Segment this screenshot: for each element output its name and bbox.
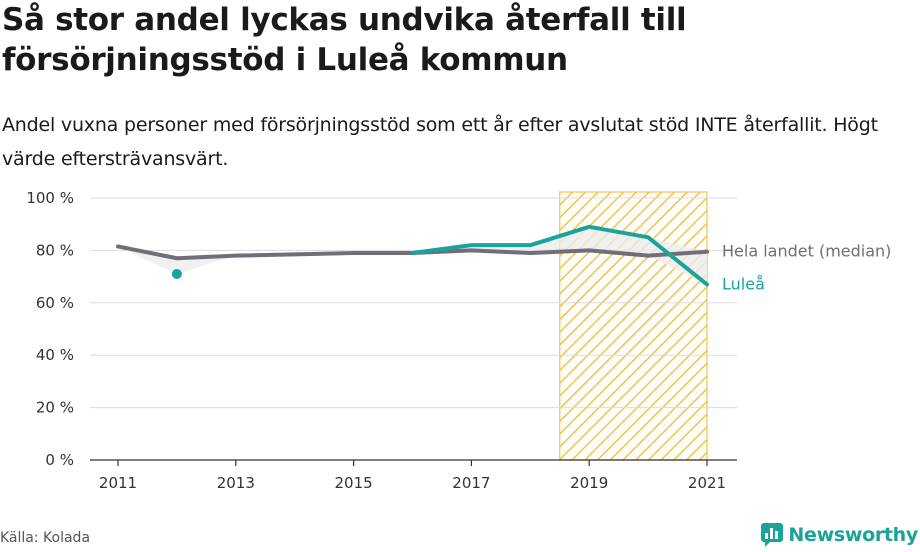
brand-name: Newsworthy [788, 524, 918, 546]
series-gap-band [118, 226, 707, 285]
lulea-series-point [171, 268, 182, 279]
source-note: Källa: Kolada [0, 530, 91, 546]
chart-subtitle: Andel vuxna personer med försörjningsstö… [2, 114, 878, 170]
y-tick-label: 20 % [36, 399, 74, 417]
y-tick-label: 80 % [36, 241, 74, 259]
newsworthy-logo-icon [761, 523, 784, 547]
x-tick-label: 2017 [452, 474, 490, 492]
chart-title: Så stor andel lyckas undvika återfall ti… [2, 2, 687, 78]
x-tick-label: 2015 [335, 474, 373, 492]
x-tick-label: 2021 [688, 474, 726, 492]
x-tick-label: 2011 [99, 474, 137, 492]
y-tick-label: 100 % [26, 189, 74, 207]
y-tick-label: 60 % [36, 294, 74, 312]
brand-logo[interactable]: Newsworthy [760, 520, 918, 550]
x-tick-label: 2019 [570, 474, 608, 492]
x-tick-label: 2013 [217, 474, 255, 492]
lulea-series-line [410, 224, 709, 287]
y-tick-label: 0 % [45, 451, 74, 469]
series-label-lulea: Luleå [722, 274, 765, 293]
y-tick-label: 40 % [36, 346, 74, 364]
series-label-median: Hela landet (median) [722, 242, 891, 261]
